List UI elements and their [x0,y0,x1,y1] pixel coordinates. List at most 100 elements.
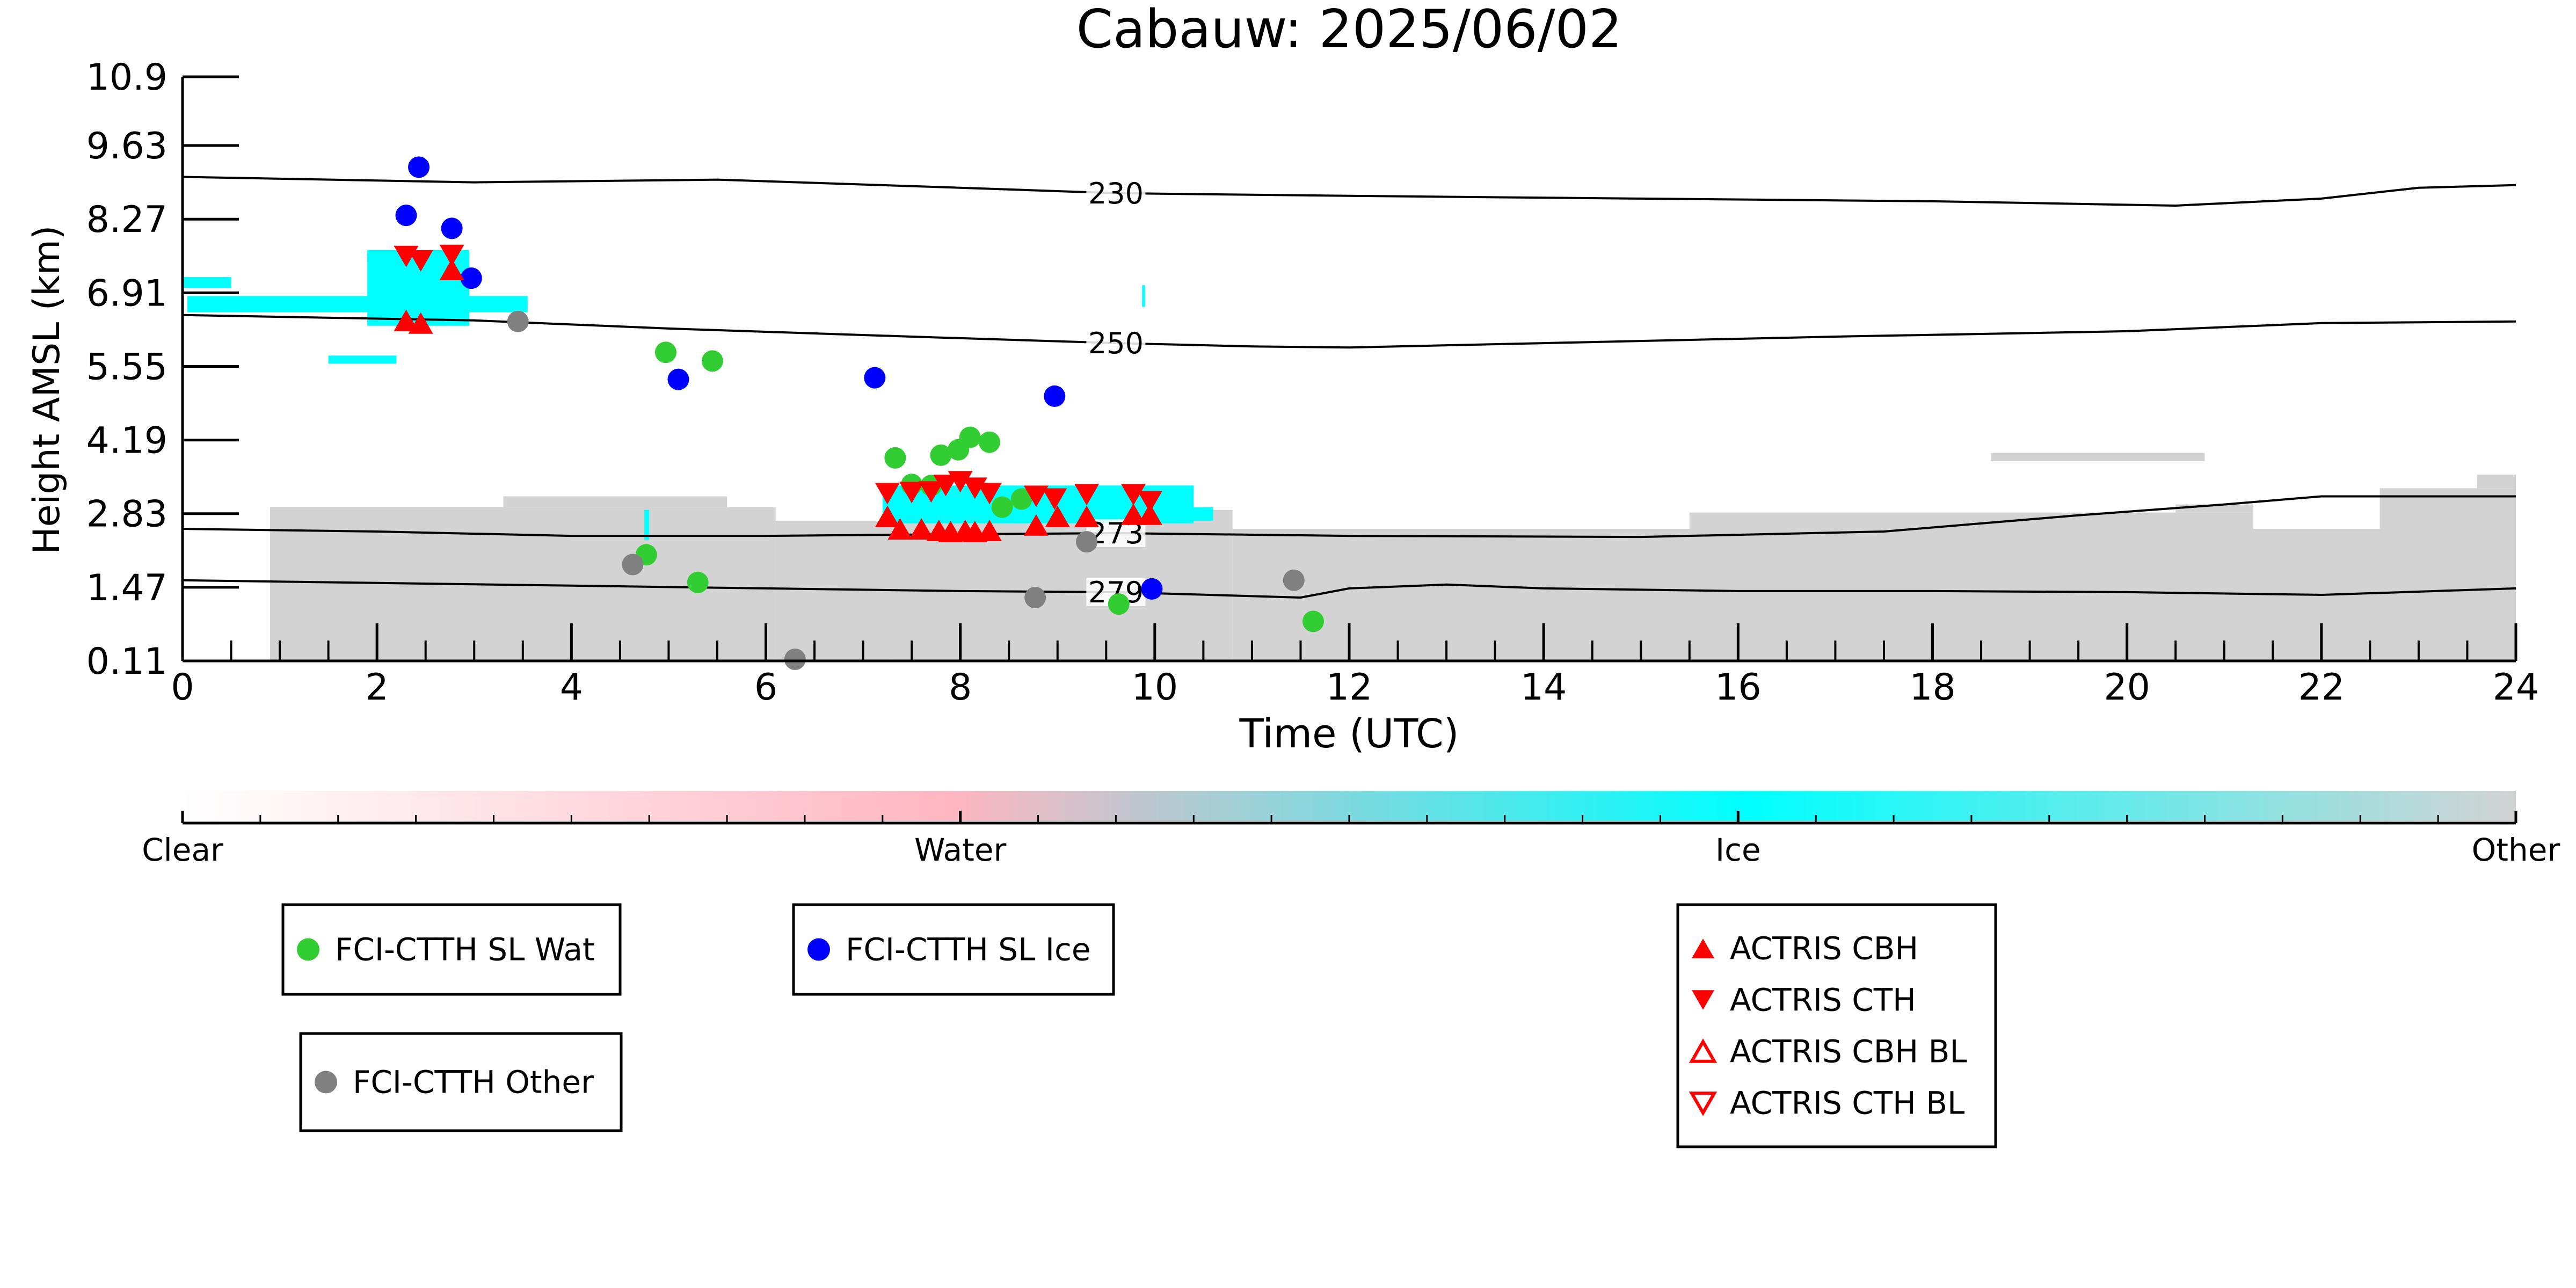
data-point [909,518,934,540]
x-tick-label: 6 [754,666,777,709]
data-point [1108,593,1130,615]
x-axis-label: Time (UTC) [1239,711,1459,757]
data-point [1024,587,1046,609]
data-point [1120,484,1146,506]
isotherm-line [182,176,2516,207]
legend-box [281,903,622,996]
data-point [1141,578,1163,600]
legend-marker [807,938,830,961]
y-tick-label: 5.55 [86,346,168,388]
data-point [864,367,886,389]
isotherm-line [182,495,2516,539]
x-tick-label: 10 [1132,666,1178,709]
isotherm-label: 230 [1088,177,1144,210]
x-tick-label: 0 [171,666,194,709]
data-point [884,447,906,469]
data-point [408,156,430,178]
data-point [1074,484,1100,506]
data-point [622,554,644,576]
data-point [1076,531,1098,553]
legend-label: FCI-CTTH SL Wat [335,932,595,968]
x-tick-label: 22 [2298,666,2345,709]
legend-box [299,1032,623,1132]
data-point [1023,485,1049,507]
cloud-other-patch [1991,453,2205,461]
isotherm-label-bg [1086,329,1146,358]
data-point [1074,505,1100,527]
data-point [687,571,709,593]
isotherm-label-bg [1086,179,1146,207]
data-point [1010,488,1032,510]
data-point [1137,491,1162,513]
cloud-ice-patch [1142,285,1145,307]
data-point [978,431,1000,453]
y-tick-label: 0.11 [86,641,168,683]
data-point [395,205,417,227]
colorbar-label: Ice [1715,832,1761,868]
data-point [1023,514,1049,536]
cloud-other-patch [2477,475,2516,489]
data-point [899,482,925,504]
y-tick-label: 8.27 [86,199,168,241]
data-point [439,258,464,280]
cloud-other-patch [2379,488,2516,529]
data-point [460,267,482,289]
data-point [1044,385,1066,407]
y-tick-label: 1.47 [86,567,168,609]
data-point [1302,610,1324,632]
y-axis-label: Height AMSL (km) [26,225,68,555]
data-point [394,309,419,331]
y-tick-label: 2.83 [86,493,168,536]
legend-marker [1689,1038,1718,1063]
data-point [507,310,529,332]
legend-label: ACTRIS CBH [1730,930,1918,967]
legend-box [1676,903,1997,1148]
x-tick-label: 16 [1715,666,1762,709]
x-tick-label: 14 [1520,666,1567,709]
legend-marker [1692,990,1714,1010]
data-point [1120,503,1146,525]
legend-label: ACTRIS CTH BL [1730,1085,1964,1122]
colorbar-label: Water [914,832,1007,868]
x-tick-label: 8 [949,666,972,709]
legend-label: ACTRIS CBH BL [1730,1034,1967,1070]
data-point [977,483,1002,505]
colorbar-label: Other [2472,832,2560,868]
data-point [919,481,944,503]
y-tick-label: 6.91 [86,272,168,315]
data-point [948,471,973,493]
data-point [977,519,1002,541]
cloud-ice-patch [328,355,397,364]
data-point [441,217,463,239]
x-tick-label: 2 [366,666,389,709]
legend-group: FCI-CTTH SL Wat FCI-CTTH SL Ice FCI-CTTH O… [281,903,1997,1148]
data-point [875,505,900,527]
x-tick-label: 18 [1909,666,1956,709]
data-point [784,648,806,670]
legend-marker [1692,938,1714,958]
data-point [875,483,900,505]
data-point [654,341,676,363]
cloud-ice-patch [644,510,650,540]
data-point [1045,505,1070,527]
y-tick-label: 4.19 [86,420,168,462]
isotherm-line [182,314,2516,349]
isotherm-label: 250 [1088,326,1144,360]
legend-marker [1689,1091,1718,1116]
x-tick-label: 24 [2493,666,2539,709]
data-point [959,426,981,448]
data-point [1283,569,1305,591]
cloud-ice-patch [1189,507,1213,521]
data-point [408,250,433,272]
cloud-other-patch [1689,512,2254,529]
colorbar: Clear Water Ice Other [142,791,2560,868]
data-point [930,444,952,466]
legend-box [792,903,1115,996]
cloud-ice-patch [183,277,231,288]
y-tick-label: 10.9 [86,56,168,99]
cloud-other-patch [503,496,727,507]
legend-marker [315,1071,337,1094]
y-tick-label: 9.63 [86,125,168,168]
data-point [408,312,433,334]
